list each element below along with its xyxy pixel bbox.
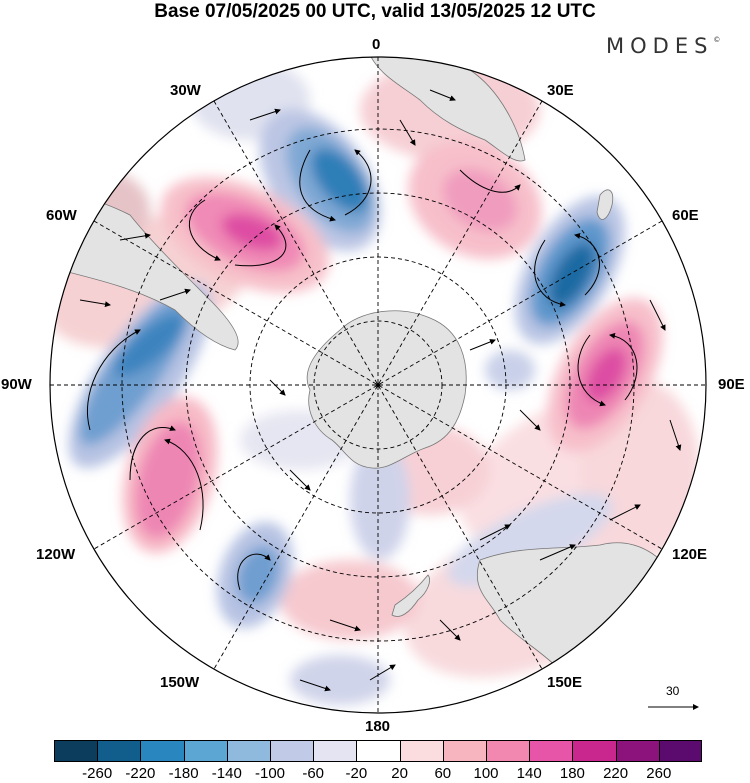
colorbar-swatch [442, 740, 487, 762]
lon-label-30w: 30W [170, 82, 201, 99]
pole-dot [376, 383, 380, 387]
lon-label-90w: 90W [1, 376, 32, 393]
colorbar-swatch [356, 740, 401, 762]
graticule [50, 57, 706, 713]
colorbar-swatch [529, 740, 573, 762]
land [50, 57, 691, 691]
map-border [49, 56, 707, 714]
colorbar-swatch [486, 740, 530, 762]
colorbar-swatch [615, 740, 660, 762]
lon-label-150e: 150E [547, 674, 583, 691]
colorbar-swatch [183, 740, 228, 762]
lon-label-180: 180 [365, 718, 391, 735]
lon-label-90e: 90E [718, 376, 745, 393]
colorbar-tick-label: -180 [168, 765, 199, 782]
colorbar-swatch [658, 740, 702, 762]
colorbar-tick-label: -140 [211, 765, 242, 782]
colorbar-tick-label: -260 [82, 765, 113, 782]
antarctica [306, 310, 467, 469]
brand-mark: © [713, 36, 721, 44]
colorbar-swatch [54, 740, 98, 762]
colorbar-tick-label: 100 [473, 765, 499, 782]
lon-label-0: 0 [372, 36, 381, 53]
lon-label-60e: 60E [672, 207, 699, 224]
madagascar [596, 189, 614, 220]
lon-label-30e: 30E [547, 82, 574, 99]
colorbar-swatch [399, 740, 444, 762]
colorbar-swatch [226, 740, 271, 762]
colorbar-tick-label: -20 [345, 765, 368, 782]
colorbar-swatch [140, 740, 185, 762]
colorbar-swatch [313, 740, 357, 762]
lon-label-150w: 150W [160, 674, 200, 691]
colorbar [54, 740, 702, 762]
wind-vectors [79, 89, 682, 692]
colorbar-tick-label: 220 [603, 765, 629, 782]
colorbar-tick-label: 60 [434, 765, 452, 782]
colorbar-tick-label: -220 [125, 765, 156, 782]
reference-vector-label: 30 [666, 684, 680, 698]
map-disc [50, 57, 706, 713]
lon-label-120w: 120W [36, 546, 76, 563]
colorbar-tick-label: 180 [559, 765, 585, 782]
lon-label-120e: 120E [672, 546, 708, 563]
colorbar-swatch [572, 740, 617, 762]
colorbar-swatch [97, 740, 141, 762]
colorbar-tick-label: 140 [516, 765, 542, 782]
colorbar-tick-label: 260 [646, 765, 672, 782]
lon-label-60w: 60W [46, 207, 77, 224]
brand-text: MODES [606, 34, 714, 58]
new-zealand [391, 574, 430, 617]
colorbar-swatch [270, 740, 314, 762]
colorbar-tick-label: -60 [302, 765, 325, 782]
modes-logo: MODES© [606, 34, 720, 58]
colorbar-tick-label: -100 [254, 765, 286, 782]
colorbar-tick-label: 20 [391, 765, 408, 782]
map-title: Base 07/05/2025 00 UTC, valid 13/05/2025… [154, 1, 596, 22]
